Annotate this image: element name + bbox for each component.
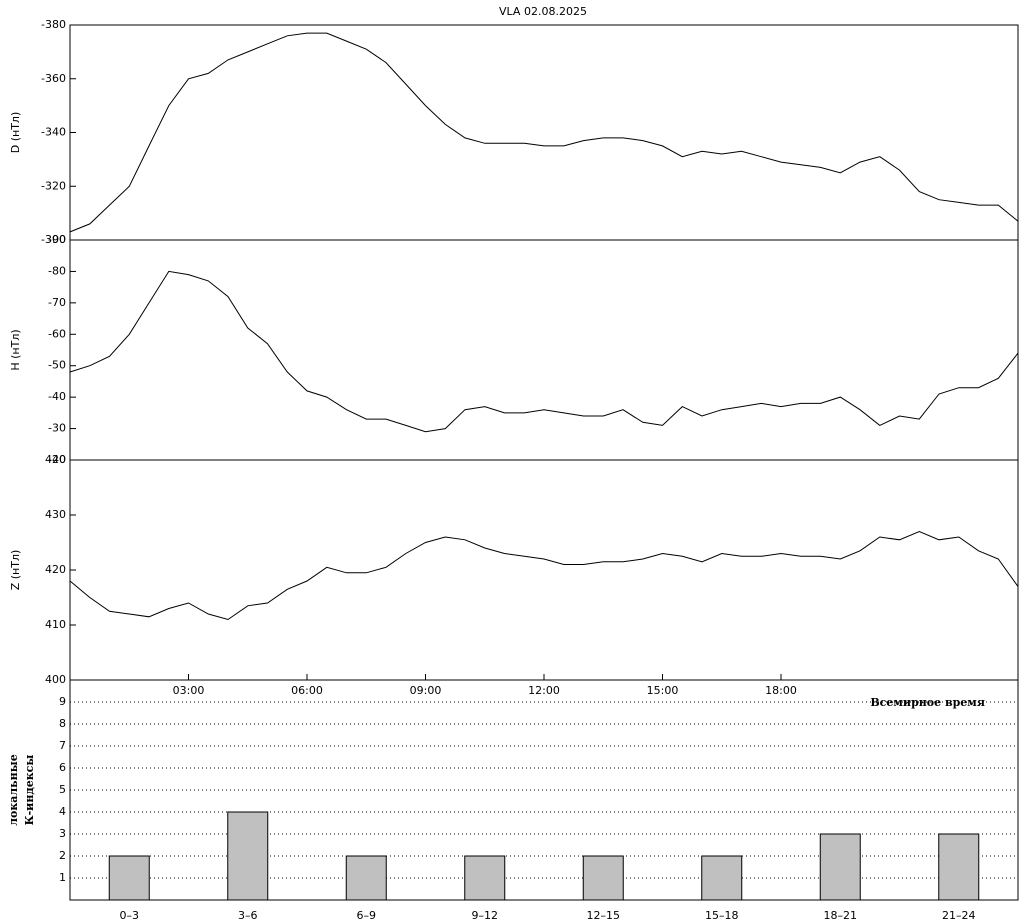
- bar: [345, 855, 387, 901]
- y-tick-label: -380: [41, 18, 66, 31]
- y-tick-label: 6: [59, 761, 66, 774]
- x-tick-label: 12–15: [587, 909, 621, 921]
- y-tick-label: 3: [59, 827, 66, 840]
- y-tick-label: 2: [59, 849, 66, 862]
- y-tick-label: -70: [48, 296, 66, 309]
- x-tick-label: 9–12: [472, 909, 499, 921]
- y-tick-label: -360: [41, 72, 66, 85]
- y-tick-label: -20: [48, 453, 66, 466]
- bar: [938, 833, 980, 901]
- bar: [464, 855, 506, 901]
- y-tick-label: 400: [45, 673, 66, 686]
- y-tick-label: 8: [59, 717, 66, 730]
- bar: [227, 811, 269, 901]
- y-label: D (нТл): [9, 112, 22, 154]
- y-label: Z (нТл): [9, 550, 22, 591]
- y-tick-label: 420: [45, 563, 66, 576]
- line-series: [69, 530, 1019, 621]
- y-tick-label: 9: [59, 695, 66, 708]
- bar: [819, 833, 861, 901]
- x-tick-label: 3–6: [238, 909, 258, 921]
- bar: [701, 855, 743, 901]
- y-tick-label: 4: [59, 805, 66, 818]
- x-tick-label: 18:00: [765, 684, 797, 697]
- plot-frame: [69, 679, 1019, 901]
- x-tick-label: 6–9: [357, 909, 377, 921]
- x-tick-label: 21–24: [942, 909, 976, 921]
- x-tick-label: 18–21: [824, 909, 858, 921]
- y-tick-label: -80: [48, 264, 66, 277]
- line-series: [69, 270, 1019, 433]
- y-tick-label: 440: [45, 453, 66, 466]
- y-tick-label: -40: [48, 390, 66, 403]
- y-label: H (нТл): [9, 329, 22, 370]
- y-label: локальные: [7, 754, 20, 825]
- y-tick-label: -50: [48, 359, 66, 372]
- y-tick-label: -320: [41, 179, 66, 192]
- x-tick-label: 12:00: [528, 684, 560, 697]
- y-tick-label: 5: [59, 783, 66, 796]
- y-tick-label: -300: [41, 233, 66, 246]
- x-tick-label: 0–3: [120, 909, 140, 921]
- y-tick-label: 410: [45, 618, 66, 631]
- bar: [108, 855, 150, 901]
- x-tick-label: 06:00: [291, 684, 323, 697]
- x-tick-label: 15–18: [705, 909, 739, 921]
- plot-frame: [69, 24, 1019, 241]
- x-label: Всемирное время: [870, 696, 985, 709]
- plot-frame: [69, 239, 1019, 461]
- plot-frame: [69, 459, 1019, 681]
- x-tick-label: 15:00: [647, 684, 679, 697]
- y-tick-label: 430: [45, 508, 66, 521]
- y-tick-label: -340: [41, 126, 66, 139]
- x-tick-label: 09:00: [410, 684, 442, 697]
- chart-title: VLA 02.08.2025: [499, 5, 587, 18]
- y-tick-label: -60: [48, 327, 66, 340]
- bar: [582, 855, 624, 901]
- y-label: К-индексы: [23, 755, 36, 826]
- y-tick-label: -90: [48, 233, 66, 246]
- y-tick-label: -30: [48, 422, 66, 435]
- y-tick-label: 1: [59, 871, 66, 884]
- line-series: [69, 32, 1019, 233]
- y-tick-label: 7: [59, 739, 66, 752]
- x-tick-label: 03:00: [173, 684, 205, 697]
